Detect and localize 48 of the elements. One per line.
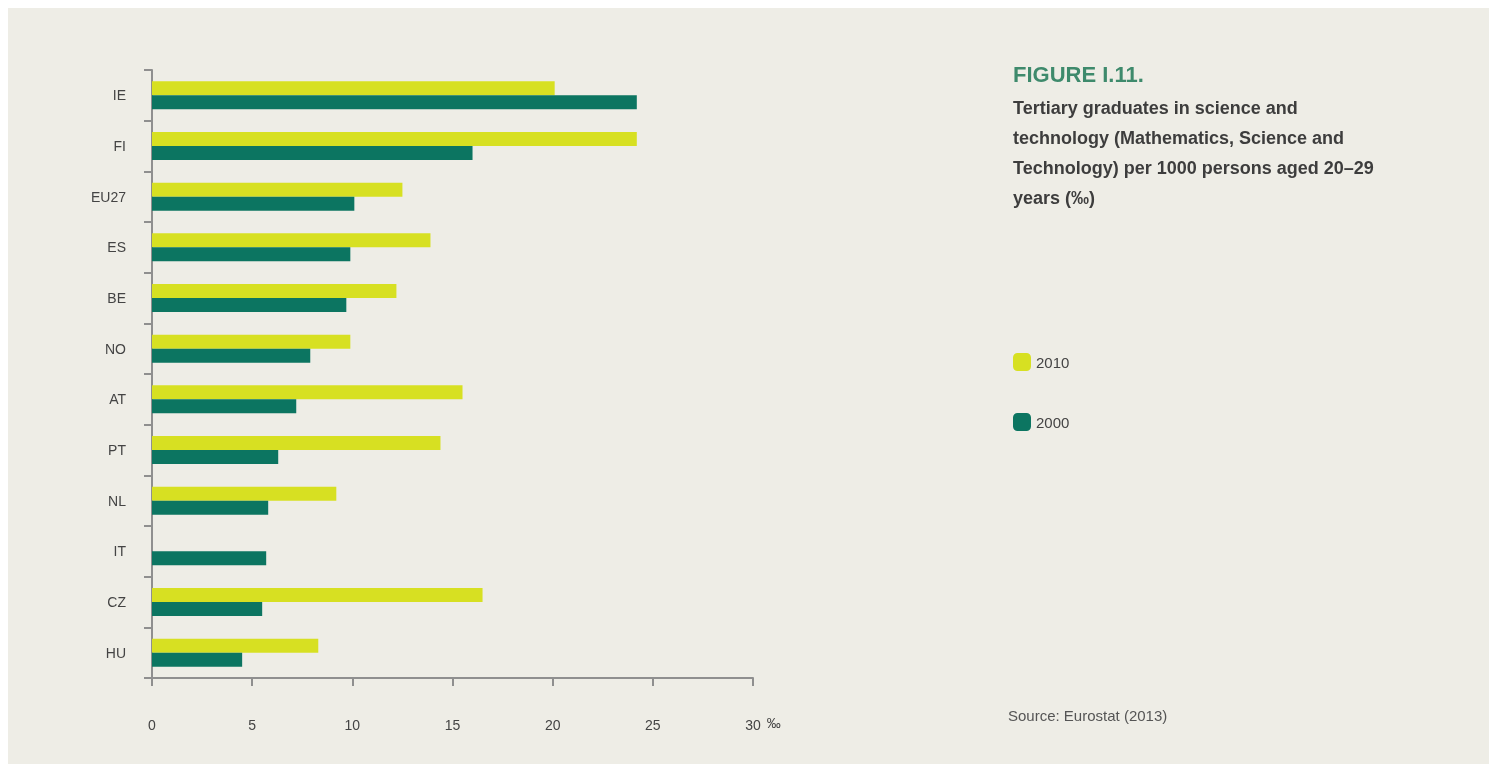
y-tick-label: EU27 <box>90 188 127 205</box>
y-tick-label: NL <box>108 492 127 509</box>
y-tick-label: PT <box>108 442 127 458</box>
bar <box>152 602 263 616</box>
y-tick-label: HU <box>105 644 126 661</box>
bar <box>152 348 311 363</box>
x-tick-label: 15 <box>444 717 461 733</box>
bar <box>152 334 351 349</box>
source-note: Source: Eurostat (2013) <box>1008 707 1168 724</box>
y-tick-label: BE <box>107 290 126 306</box>
text: Tertiary graduates in science and technology (Mathematics, Science and Technology) per 1000 persons aged 20–29 years (‰) <box>1013 98 1379 208</box>
legend-label: 2000 <box>1036 413 1070 431</box>
y-tick-label: FI <box>113 138 126 154</box>
legend-label: 2010 <box>1036 353 1070 371</box>
bar <box>152 638 319 653</box>
y-tick-label: CZ <box>107 594 127 610</box>
bar <box>152 588 483 602</box>
x-tick-label: 30 <box>745 717 761 733</box>
bar <box>152 436 441 450</box>
y-tick-label: ES <box>107 239 126 256</box>
y-tick-label: IE <box>112 87 126 104</box>
x-tick-label: 5 <box>248 717 257 733</box>
bar <box>152 95 637 110</box>
y-tick-label: IT <box>113 543 127 560</box>
bar <box>152 298 347 312</box>
x-tick-label: 10 <box>344 717 361 733</box>
x-tick-label: 25 <box>645 717 661 733</box>
bar <box>152 385 463 400</box>
bar <box>152 196 355 211</box>
bar <box>152 399 297 414</box>
text: FIGURE I.11. <box>1013 61 1144 87</box>
bar <box>152 233 431 248</box>
bar <box>152 182 403 197</box>
bar <box>152 500 269 515</box>
y-tick-label: AT <box>109 391 127 408</box>
x-axis-title: ‰ <box>766 715 781 731</box>
bar <box>152 450 279 464</box>
bar <box>152 132 637 146</box>
bar <box>152 81 555 96</box>
bar <box>152 247 351 262</box>
x-tick-label: 20 <box>544 717 561 733</box>
bar <box>152 652 243 667</box>
bar <box>152 486 337 501</box>
x-tick-label: 0 <box>148 717 157 733</box>
bar <box>152 284 397 298</box>
bar <box>152 146 473 160</box>
y-tick-label: NO <box>105 340 127 357</box>
bar <box>152 551 267 566</box>
